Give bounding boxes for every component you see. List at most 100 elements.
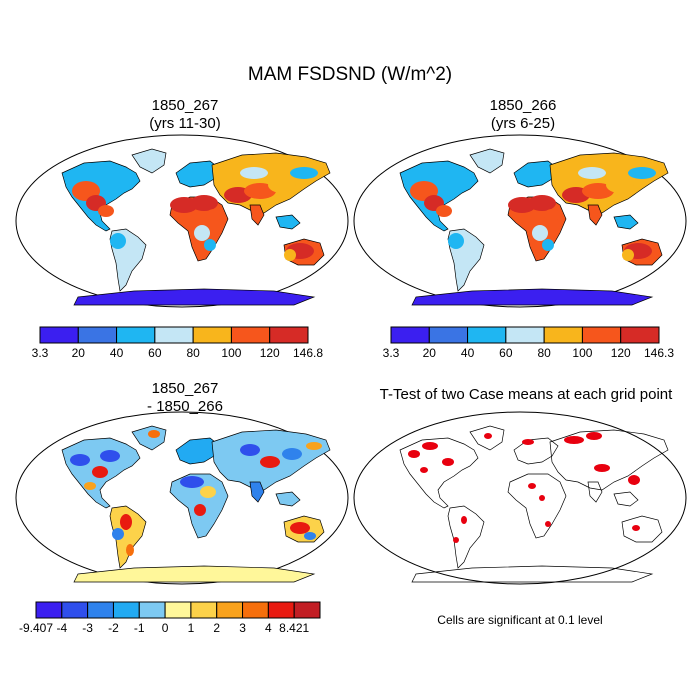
colorbar-tick-label: 120 — [260, 346, 280, 360]
land-masses — [399, 148, 669, 306]
significant-cell — [522, 439, 534, 445]
land-masses — [399, 425, 669, 583]
colorbar-tick-label: 100 — [572, 346, 592, 360]
colorbar-tick-label: 3.3 — [32, 346, 49, 360]
shading-cell — [118, 251, 134, 271]
shading-cell — [190, 195, 218, 211]
significant-cell — [442, 458, 454, 466]
colorbar-swatch — [269, 326, 309, 344]
colorbar-swatch — [620, 326, 660, 344]
continent-seasia — [275, 214, 301, 230]
colorbar-1: 3.3 20 40 60 80 100 120 146.8 — [32, 326, 323, 365]
shading-cell — [112, 528, 124, 540]
shading-cell — [284, 249, 296, 261]
continent-seasia — [613, 214, 639, 230]
significant-cell — [408, 450, 420, 458]
shading-cell — [180, 476, 204, 488]
colorbar-swatch — [467, 326, 507, 344]
continent-greenland — [469, 425, 505, 451]
panel-3-title-line2: - 1850_266 — [147, 398, 223, 415]
panel-3-title-line1: 1850_267 — [151, 380, 219, 397]
continent-namerica — [399, 437, 479, 509]
shading-cell — [628, 167, 656, 179]
shading-cell — [148, 430, 160, 438]
shading-cell — [200, 486, 216, 498]
colorbar-swatch — [190, 601, 218, 619]
colorbar-swatch — [581, 326, 622, 344]
colorbar-swatch — [61, 601, 89, 619]
continent-india — [249, 204, 265, 226]
colorbar-swatch — [428, 326, 469, 344]
colorbar-swatch — [77, 326, 118, 344]
shading-cell — [120, 514, 132, 530]
colorbar-tick-label: 20 — [423, 346, 437, 360]
colorbar-swatch — [242, 601, 269, 619]
continent-antarctica — [411, 288, 654, 306]
map-panel-3 — [14, 410, 350, 586]
shading-cell — [268, 177, 296, 193]
shading-cell — [244, 183, 276, 199]
significant-cell — [586, 432, 602, 440]
shading-cell — [240, 444, 260, 456]
shading-cell — [126, 544, 134, 556]
colorbar-swatch — [39, 326, 79, 344]
shading-cell — [260, 456, 280, 468]
continent-india — [587, 204, 603, 226]
shading-cell — [304, 532, 316, 540]
land-masses — [61, 148, 331, 306]
shading-cell — [204, 239, 216, 251]
panel-2-title-line2: (yrs 6-25) — [490, 115, 556, 132]
shading-cell — [100, 450, 120, 462]
significant-cell — [453, 537, 459, 543]
map-panel-2 — [352, 133, 688, 309]
colorbar-tick-label: 60 — [148, 346, 162, 360]
significant-cell — [628, 475, 640, 485]
shading-cell — [92, 466, 108, 478]
colorbar-swatch — [138, 601, 166, 619]
panel-1-title: 1850_267 (yrs 11-30) — [20, 97, 350, 133]
colorbar-swatch — [164, 601, 192, 619]
colorbar-swatch — [543, 326, 583, 344]
colorbar-tick-label: -2 — [108, 621, 119, 635]
panel-1-title-line1: 1850_267 — [151, 97, 219, 114]
colorbar-tick-label: 2 — [213, 621, 220, 635]
colorbar-2: 3.3 20 40 60 80 100 120 146.3 — [383, 326, 674, 365]
significant-cell — [528, 483, 536, 489]
colorbar-swatch — [230, 326, 271, 344]
panel-3-title: 1850_267 - 1850_266 — [20, 380, 350, 416]
shading-cell — [622, 249, 634, 261]
continent-seasia — [613, 491, 639, 507]
shading-cell — [240, 167, 268, 179]
colorbar-tick-label: 60 — [499, 346, 513, 360]
shading-cell — [528, 195, 556, 211]
colorbar-swatch — [505, 326, 545, 344]
colorbar-tick-label: 1 — [188, 621, 195, 635]
colorbar-swatch — [390, 326, 430, 344]
colorbar-swatch — [293, 601, 321, 619]
figure-title: MAM FSDSND (W/m^2) — [247, 64, 453, 85]
colorbar-swatch — [154, 326, 194, 344]
significant-cell — [420, 467, 428, 473]
colorbar-tick-label: 3.3 — [383, 346, 400, 360]
significant-cell — [594, 464, 610, 472]
continent-antarctica — [411, 565, 654, 583]
continent-asia — [549, 429, 669, 491]
map-panel-1 — [14, 133, 350, 309]
world-map-2 — [353, 134, 687, 308]
shading-cell — [290, 167, 318, 179]
continent-namerica — [399, 160, 479, 232]
shading-cell — [206, 209, 222, 221]
shading-cell — [194, 504, 206, 516]
significance-note: Cells are significant at 0.1 level — [437, 613, 603, 627]
colorbar-tick-label: -1 — [134, 621, 145, 635]
colorbar-3: -9.407 -4 -3 -2 -1 0 1 2 3 4 8.421 — [19, 601, 321, 640]
shading-cell — [544, 209, 560, 221]
colorbar-tick-label: 3 — [239, 621, 246, 635]
world-map-4 — [353, 411, 687, 585]
panel-4-title: T-Test of two Case means at each grid po… — [379, 386, 673, 403]
continent-namerica — [61, 160, 141, 232]
continent-india — [249, 481, 265, 503]
significant-cell — [539, 495, 545, 501]
continent-samerica — [447, 505, 485, 569]
colorbar-swatch — [87, 601, 114, 619]
